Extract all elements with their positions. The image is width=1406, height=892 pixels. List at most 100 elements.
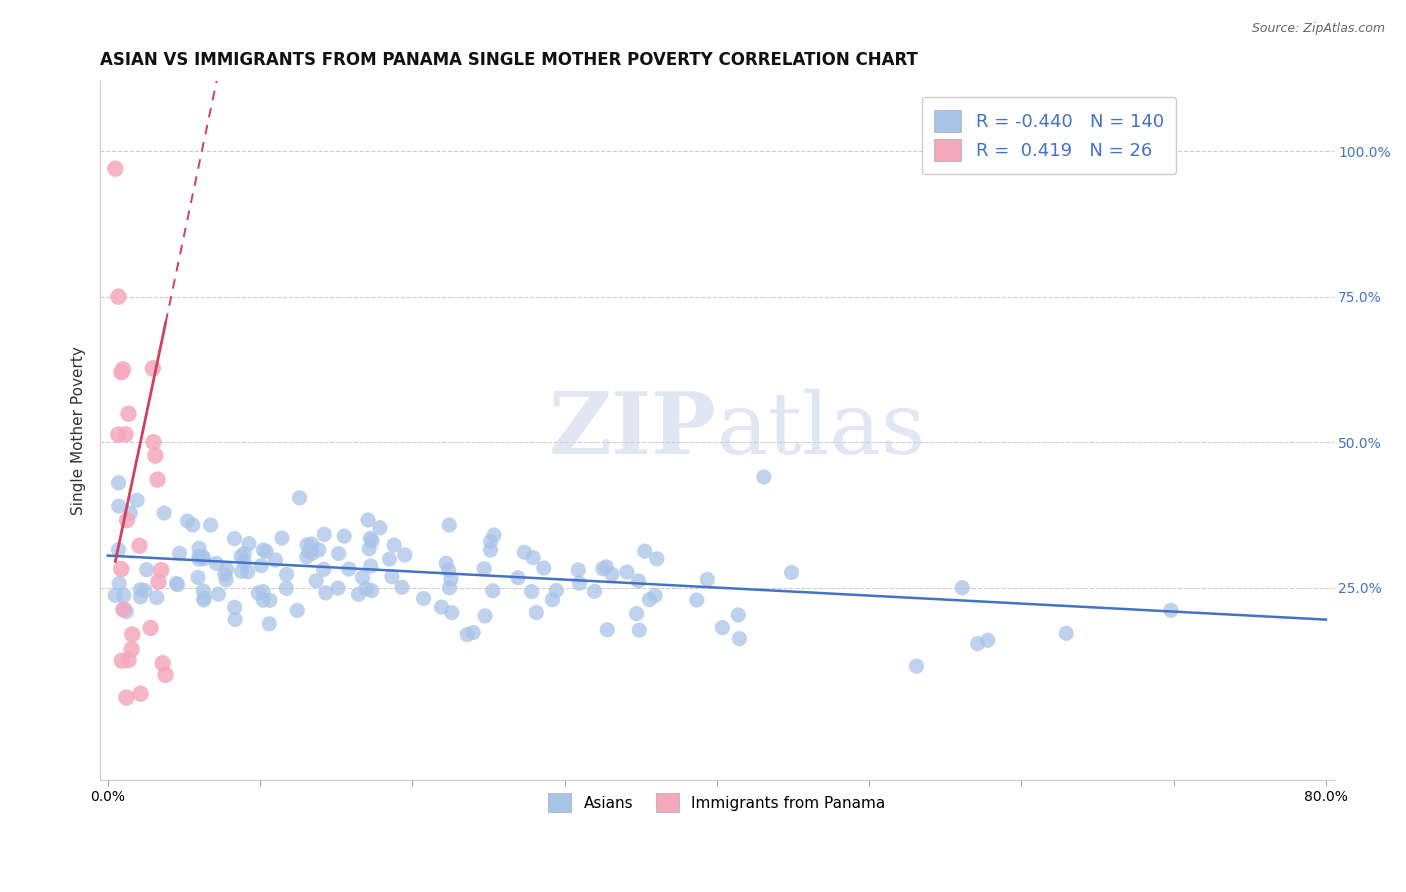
- Point: [127, 493, 149, 508]
- Point: [308, 542, 330, 557]
- Point: [328, 547, 350, 561]
- Point: [111, 362, 134, 376]
- Point: [236, 565, 259, 579]
- Point: [315, 586, 337, 600]
- Point: [150, 563, 173, 577]
- Text: ASIAN VS IMMIGRANTS FROM PANAMA SINGLE MOTHER POVERTY CORRELATION CHART: ASIAN VS IMMIGRANTS FROM PANAMA SINGLE M…: [100, 51, 918, 69]
- Point: [107, 475, 129, 490]
- Point: [361, 534, 384, 549]
- Point: [626, 607, 648, 621]
- Point: [145, 591, 167, 605]
- Point: [382, 538, 405, 552]
- Point: [439, 518, 461, 533]
- Point: [337, 562, 360, 576]
- Point: [215, 562, 238, 576]
- Point: [533, 561, 555, 575]
- Point: [1054, 626, 1077, 640]
- Point: [252, 584, 274, 599]
- Point: [169, 546, 191, 560]
- Point: [108, 576, 131, 591]
- Point: [696, 573, 718, 587]
- Point: [305, 574, 328, 588]
- Point: [285, 603, 308, 617]
- Point: [326, 581, 349, 595]
- Point: [301, 537, 323, 551]
- Point: [616, 565, 638, 579]
- Point: [546, 583, 568, 598]
- Point: [117, 407, 139, 421]
- Point: [288, 491, 311, 505]
- Point: [360, 583, 382, 598]
- Point: [104, 161, 127, 176]
- Point: [298, 545, 321, 559]
- Point: [129, 582, 152, 597]
- Point: [107, 542, 129, 557]
- Point: [114, 427, 136, 442]
- Point: [506, 571, 529, 585]
- Point: [207, 587, 229, 601]
- Point: [148, 574, 170, 589]
- Point: [115, 513, 138, 527]
- Point: [110, 365, 132, 379]
- Point: [142, 435, 165, 450]
- Point: [295, 549, 318, 564]
- Point: [600, 567, 623, 582]
- Point: [146, 473, 169, 487]
- Point: [627, 574, 650, 588]
- Text: atlas: atlas: [717, 389, 927, 472]
- Point: [134, 583, 156, 598]
- Point: [728, 632, 751, 646]
- Point: [276, 567, 298, 582]
- Point: [188, 541, 211, 556]
- Point: [472, 562, 495, 576]
- Point: [193, 551, 215, 566]
- Point: [135, 563, 157, 577]
- Point: [193, 591, 215, 605]
- Point: [1160, 603, 1182, 617]
- Point: [252, 593, 274, 607]
- Point: [482, 528, 505, 542]
- Point: [229, 549, 252, 564]
- Point: [950, 581, 973, 595]
- Point: [301, 546, 323, 560]
- Point: [224, 600, 246, 615]
- Point: [112, 588, 135, 602]
- Point: [112, 602, 135, 616]
- Point: [166, 576, 188, 591]
- Point: [583, 584, 606, 599]
- Point: [117, 653, 139, 667]
- Point: [214, 567, 236, 582]
- Point: [905, 659, 928, 673]
- Point: [200, 518, 222, 533]
- Point: [359, 531, 381, 545]
- Point: [129, 590, 152, 604]
- Point: [276, 582, 298, 596]
- Point: [391, 580, 413, 594]
- Point: [381, 570, 404, 584]
- Point: [347, 587, 370, 601]
- Point: [111, 654, 134, 668]
- Point: [352, 570, 374, 584]
- Point: [437, 563, 460, 577]
- Point: [176, 514, 198, 528]
- Point: [107, 499, 129, 513]
- Point: [456, 628, 478, 642]
- Point: [479, 543, 502, 558]
- Point: [360, 559, 382, 574]
- Text: Source: ZipAtlas.com: Source: ZipAtlas.com: [1251, 22, 1385, 36]
- Point: [966, 637, 988, 651]
- Point: [752, 470, 775, 484]
- Point: [143, 449, 166, 463]
- Point: [780, 566, 803, 580]
- Legend: Asians, Immigrants from Panama: Asians, Immigrants from Panama: [536, 781, 897, 824]
- Point: [513, 545, 536, 559]
- Point: [412, 591, 434, 606]
- Point: [166, 577, 188, 591]
- Point: [522, 550, 544, 565]
- Point: [252, 543, 274, 558]
- Y-axis label: Single Mother Poverty: Single Mother Poverty: [72, 346, 86, 515]
- Point: [224, 532, 246, 546]
- Point: [139, 621, 162, 635]
- Point: [568, 576, 591, 591]
- Point: [129, 687, 152, 701]
